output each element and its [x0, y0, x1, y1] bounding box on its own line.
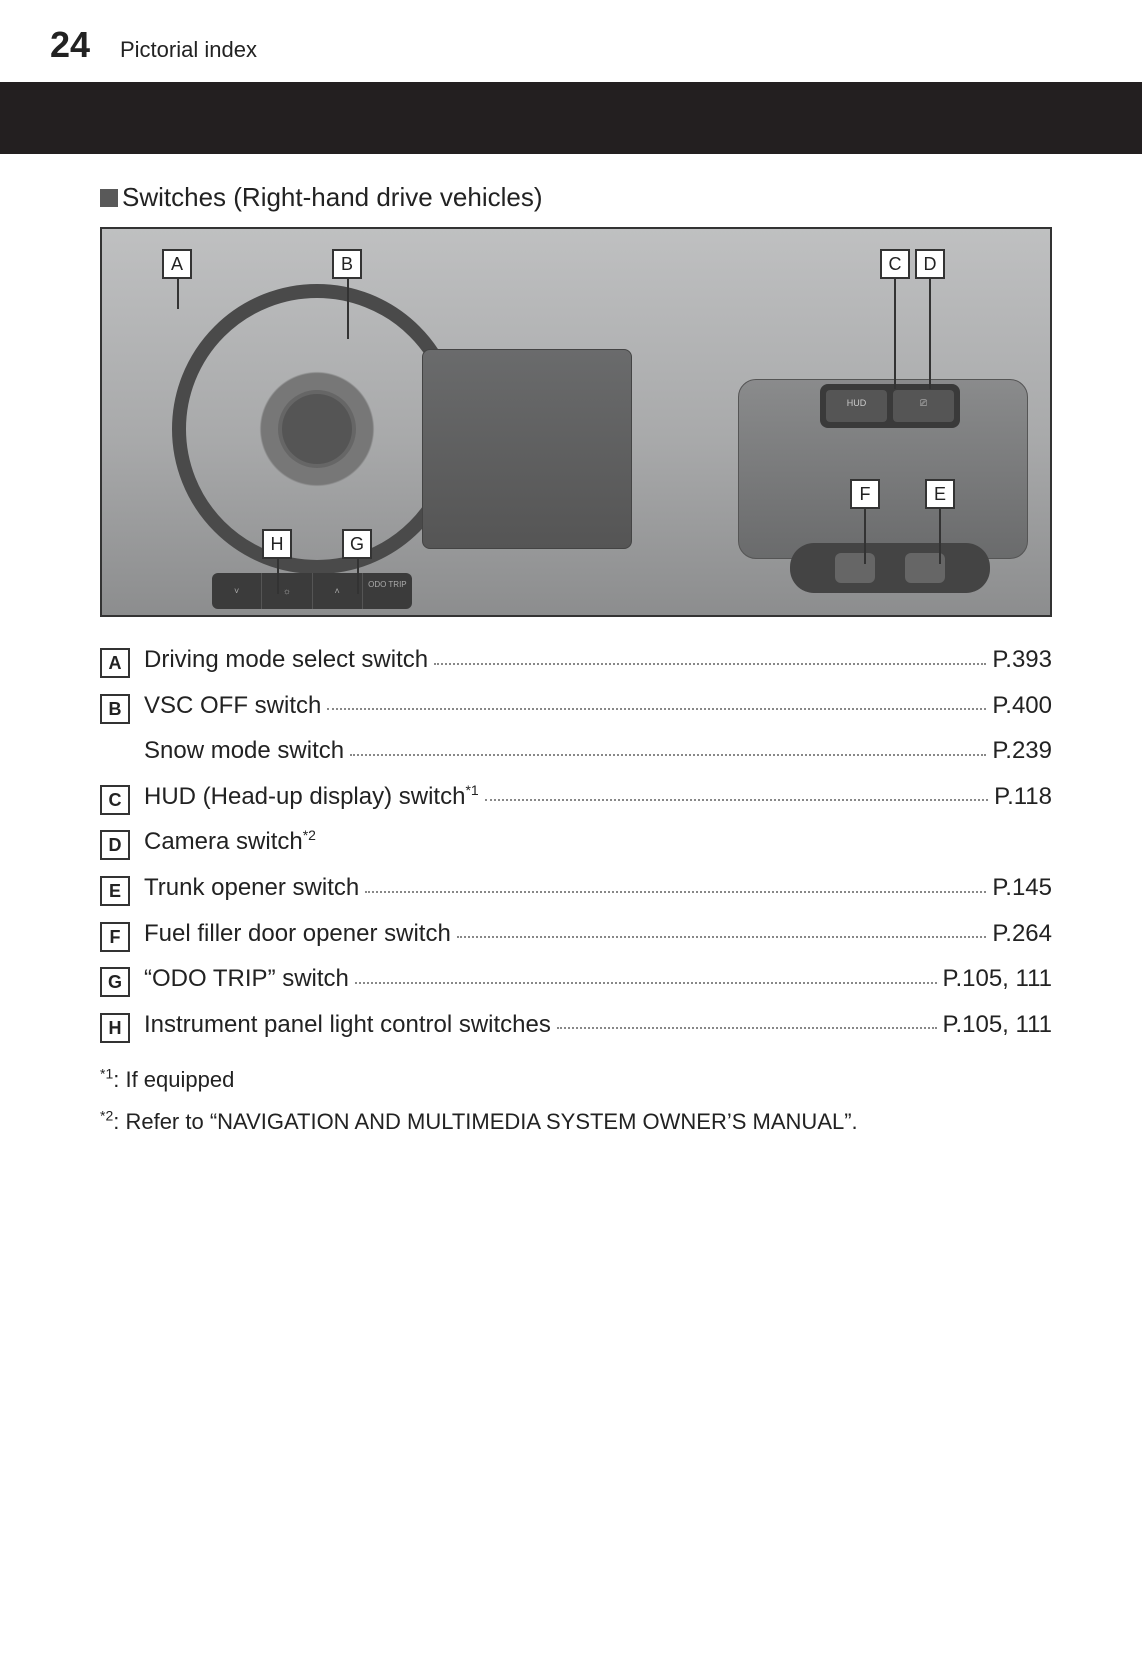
section-name: Pictorial index: [120, 37, 257, 63]
page-content: Switches (Right-hand drive vehicles) HUD…: [0, 154, 1142, 1143]
leader-dots: [350, 754, 986, 756]
footnote-text: : If equipped: [113, 1067, 234, 1092]
odo-trip-label: ODO TRIP: [363, 573, 412, 609]
page-reference: P.105, 111: [943, 1002, 1052, 1048]
footnotes: *1: If equipped*2: Refer to “NAVIGATION …: [100, 1059, 1052, 1143]
page-reference: P.239: [992, 728, 1052, 774]
brightness-icon: ☼: [262, 573, 312, 609]
callout-line: [347, 279, 349, 339]
callout-line: [177, 279, 179, 309]
callout-line: [864, 509, 866, 564]
page-reference: P.400: [992, 683, 1052, 729]
hud-button-panel: HUD ⎚: [820, 384, 960, 428]
callout-d: D: [915, 249, 945, 279]
index-label: Camera switch*2: [144, 819, 316, 865]
fuel-door-button-icon: [835, 553, 875, 583]
page-reference: P.264: [992, 911, 1052, 957]
callout-a: A: [162, 249, 192, 279]
index-label: Driving mode select switch: [144, 637, 428, 683]
page-reference: P.145: [992, 865, 1052, 911]
callout-line: [939, 509, 941, 564]
index-row: E Trunk opener switch P.145: [100, 865, 1052, 911]
subheading-text: Switches (Right-hand drive vehicles): [122, 182, 543, 213]
index-label: Fuel filler door opener switch: [144, 911, 451, 957]
letter-badge: F: [100, 922, 130, 952]
index-label: HUD (Head-up display) switch*1: [144, 774, 479, 820]
callout-c: C: [880, 249, 910, 279]
callout-line: [277, 559, 279, 594]
page-header: 24 Pictorial index: [0, 0, 1142, 76]
dashboard-illustration: HUD ⎚ ˅ ☼ ˄ ODO TRIP A B C D E: [100, 227, 1052, 617]
center-console-icon: [422, 349, 632, 549]
bullet-square-icon: [100, 189, 118, 207]
callout-line: [929, 279, 931, 389]
leader-dots: [485, 799, 988, 801]
page-reference: P.118: [994, 774, 1052, 820]
superscript: *1: [465, 782, 478, 798]
letter-badge: C: [100, 785, 130, 815]
dim-up-icon: ˄: [313, 573, 363, 609]
leader-dots: [327, 708, 986, 710]
leader-dots: [355, 982, 937, 984]
index-list: A Driving mode select switch P.393 B VSC OFF…: [100, 637, 1052, 1047]
leader-dots: [457, 936, 987, 938]
callout-h: H: [262, 529, 292, 559]
manual-page: 24 Pictorial index Switches (Right-hand …: [0, 0, 1142, 1654]
leader-dots: [557, 1027, 937, 1029]
index-label: Snow mode switch: [144, 728, 344, 774]
superscript: *2: [303, 827, 316, 843]
index-label: Trunk opener switch: [144, 865, 359, 911]
callout-f: F: [850, 479, 880, 509]
footnote: *1: If equipped: [100, 1059, 1052, 1101]
hud-button-icon: HUD: [826, 390, 887, 422]
callout-b: B: [332, 249, 362, 279]
footnote: *2: Refer to “NAVIGATION AND MULTIMEDIA …: [100, 1101, 1052, 1143]
page-reference: P.393: [992, 637, 1052, 683]
leader-dots: [434, 663, 986, 665]
callout-g: G: [342, 529, 372, 559]
page-reference: P.105, 111: [943, 956, 1052, 1002]
index-label: Instrument panel light control switches: [144, 1002, 551, 1048]
footnote-mark: *2: [100, 1108, 113, 1124]
index-row: C HUD (Head-up display) switch*1 P.118: [100, 774, 1052, 820]
index-row: A Driving mode select switch P.393: [100, 637, 1052, 683]
letter-badge: G: [100, 967, 130, 997]
dim-down-icon: ˅: [212, 573, 262, 609]
callout-line: [894, 279, 896, 389]
callout-e: E: [925, 479, 955, 509]
callout-line: [357, 559, 359, 594]
footnote-mark: *1: [100, 1066, 113, 1082]
steering-wheel-icon: [172, 284, 462, 574]
index-label: VSC OFF switch: [144, 683, 321, 729]
letter-badge: H: [100, 1013, 130, 1043]
letter-badge: E: [100, 876, 130, 906]
letter-badge: D: [100, 830, 130, 860]
view-button-icon: ⎚: [893, 390, 954, 422]
index-row: G “ODO TRIP” switch P.105, 111: [100, 956, 1052, 1002]
letter-badge: A: [100, 648, 130, 678]
index-row: B VSC OFF switch P.400: [100, 683, 1052, 729]
index-row: D Camera switch*2: [100, 819, 1052, 865]
subheading: Switches (Right-hand drive vehicles): [100, 182, 1052, 213]
leader-dots: [365, 891, 986, 893]
lower-opener-buttons: [790, 543, 990, 593]
odo-trip-strip: ˅ ☼ ˄ ODO TRIP: [212, 573, 412, 609]
letter-badge: B: [100, 694, 130, 724]
index-subrow: Snow mode switch P.239: [100, 728, 1052, 774]
index-label: “ODO TRIP” switch: [144, 956, 349, 1002]
footnote-text: : Refer to “NAVIGATION AND MULTIMEDIA SY…: [113, 1109, 857, 1134]
page-number: 24: [0, 24, 120, 66]
index-row: F Fuel filler door opener switch P.264: [100, 911, 1052, 957]
index-row: H Instrument panel light control switches…: [100, 1002, 1052, 1048]
header-stripe: [0, 82, 1142, 154]
